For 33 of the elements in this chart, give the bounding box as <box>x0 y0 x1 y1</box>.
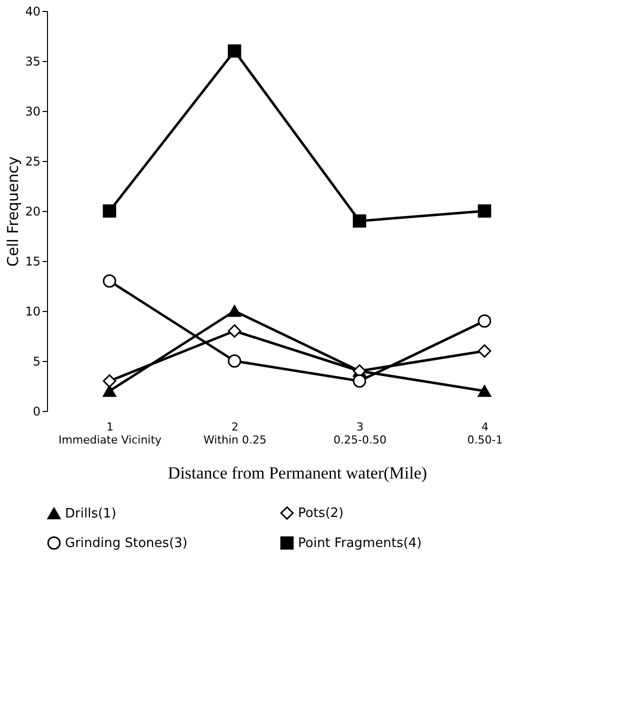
point <box>228 305 242 317</box>
point <box>228 44 242 58</box>
x-axis-title: Distance from Permanent water(Mile) <box>168 464 428 482</box>
x-tick-label: 2 Within 0.25 <box>204 420 266 446</box>
y-tick-label: 20 <box>25 204 40 218</box>
point <box>352 374 366 388</box>
x-tick-label: 1 Immediate Vicinity <box>58 420 162 446</box>
y-tick-label: 40 <box>25 4 40 18</box>
y-tick-label: 25 <box>25 154 40 168</box>
legend-label: Drills(1) <box>65 506 116 522</box>
legend-label: Pots(2) <box>298 506 344 522</box>
point <box>102 204 116 218</box>
point <box>102 385 116 397</box>
y-axis-title: Cell Frequency <box>4 156 22 267</box>
y-tick-label: 35 <box>25 54 40 68</box>
y-tick-label: 0 <box>32 404 40 418</box>
legend-label: Point Fragments(4) <box>298 536 422 551</box>
point <box>228 324 242 338</box>
y-tick-label: 15 <box>25 254 40 268</box>
point <box>478 314 492 328</box>
point <box>102 274 116 288</box>
y-tick-label: 5 <box>32 354 40 368</box>
point <box>228 354 242 368</box>
legend-label: Grinding Stones(3) <box>65 536 188 551</box>
point <box>478 344 492 358</box>
x-tick-label: 3 0.25-0.50 <box>334 420 386 446</box>
point <box>352 214 366 228</box>
x-tick-label: 4 0.50-1 <box>467 420 503 446</box>
point <box>102 374 116 388</box>
y-tick-label: 30 <box>25 104 40 118</box>
point <box>478 385 492 397</box>
y-tick-label: 10 <box>25 304 40 318</box>
point <box>478 204 492 218</box>
